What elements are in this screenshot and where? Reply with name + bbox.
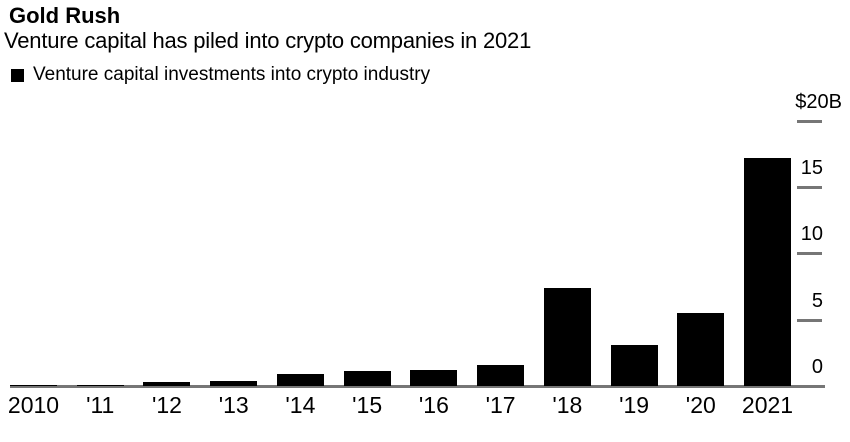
y-tick-label-5: 5 <box>811 289 823 312</box>
x-tick-label-2021: 2021 <box>741 392 794 418</box>
x-tick-label-2018: '18 <box>552 392 583 418</box>
x-tick-label-2012: '12 <box>151 392 182 418</box>
y-tick-mark-15 <box>797 185 822 189</box>
bar-2019 <box>610 344 658 386</box>
bar-2018 <box>543 287 591 386</box>
x-tick-label-2020: '20 <box>685 392 716 418</box>
y-tick-mark-10 <box>797 252 822 256</box>
bar-2010 <box>10 384 57 386</box>
bar-2015 <box>343 371 391 386</box>
bar-2017 <box>477 364 525 386</box>
bar-2014 <box>276 374 324 386</box>
chart-subtitle: Venture capital has piled into crypto co… <box>4 28 532 53</box>
x-tick-label-2014: '14 <box>285 392 316 418</box>
legend-swatch-icon <box>11 68 24 82</box>
y-tick-mark-20 <box>797 119 822 123</box>
y-tick-label-10: 10 <box>800 223 823 246</box>
x-tick-label-2017: '17 <box>485 392 516 418</box>
y-tick-label-0: 0 <box>811 356 823 378</box>
bar-2020 <box>677 313 725 386</box>
x-tick-label-2011: '11 <box>86 392 115 418</box>
bar-2021 <box>744 157 792 386</box>
x-tick-label-2015: '15 <box>352 392 383 418</box>
x-tick-label-2019: '19 <box>619 392 650 418</box>
bar-2012 <box>143 382 191 386</box>
legend-label: Venture capital investments into crypto … <box>33 64 431 85</box>
x-tick-label-2010: 2010 <box>7 392 60 418</box>
legend: Venture capital investments into crypto … <box>11 64 431 85</box>
x-tick-label-2013: '13 <box>218 392 249 418</box>
bar-2013 <box>210 380 258 386</box>
bar-2016 <box>410 370 458 386</box>
x-tick-label-2016: '16 <box>418 392 449 418</box>
bar-2011 <box>76 384 124 386</box>
x-axis-line <box>10 385 825 388</box>
y-tick-label-15: 15 <box>800 156 823 179</box>
y-tick-mark-5 <box>797 318 822 322</box>
chart-title: Gold Rush <box>9 3 121 28</box>
y-tick-label-20: $20B <box>795 90 842 113</box>
